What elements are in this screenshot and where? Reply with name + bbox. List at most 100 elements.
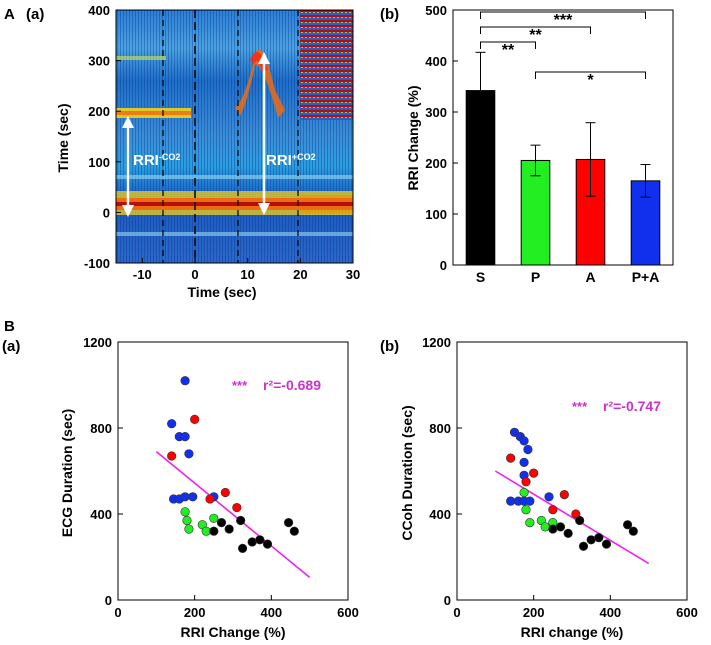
scatter-a-point-A: [205, 494, 215, 504]
scatter-a-xlabel: RRI Change (%): [181, 624, 286, 640]
scatter-b-point-PplusA: [519, 457, 529, 468]
bar-axes: S P A P+A 0 100 200 300 400 500: [425, 3, 674, 285]
scatter-b-point-S: [586, 535, 596, 545]
scatter-a-point-S: [289, 526, 299, 536]
heatmap-ytick-label: -100: [84, 256, 110, 271]
scatter-a-xtick-label: 200: [184, 605, 206, 620]
bar-category-label: P+A: [632, 269, 660, 285]
scatter-b-xtick-label: 600: [676, 605, 698, 620]
bar-category-label: S: [476, 269, 485, 285]
scatter-chart-b: 0 200 400 600 0 400 800 1200 *** r²=-0.747 RRI …: [399, 335, 698, 640]
scatter-b-fit: [494, 470, 650, 565]
scatter-a-point-P: [209, 513, 219, 523]
scatter-a-points: [167, 376, 299, 554]
scatter-b-point-S: [548, 524, 558, 534]
scatter-b-point-PplusA: [519, 436, 529, 446]
significance-bracket: [480, 11, 646, 19]
heatmap-xtick-label: 10: [240, 267, 254, 282]
scatter-a-point-S: [216, 517, 227, 528]
scatter-b-ytick-label: 800: [429, 421, 451, 436]
bar-ytick-label: 400: [425, 54, 447, 69]
scatter-b-point-S: [563, 528, 573, 538]
scatter-a-point-PplusA: [180, 376, 190, 386]
significance-label: ***: [554, 12, 573, 29]
scatter-b-point-P: [525, 517, 535, 528]
heatmap-ytick-label: 400: [88, 3, 110, 18]
scatter-b-xtick-label: 200: [523, 605, 545, 620]
scatter-a-axes-frame: [117, 341, 349, 601]
heatmap-xtick-label: -10: [133, 267, 152, 282]
panel-label-b-top: (b): [380, 6, 399, 23]
scatter-a-axes: 0 200 400 600 0 400 800 1200: [83, 335, 359, 620]
scatter-b-xlabel: RRI change (%): [521, 624, 624, 640]
scatter-a-fit-line: [155, 451, 311, 579]
scatter-b-point-S: [594, 533, 604, 543]
scatter-b-point-S: [555, 522, 566, 532]
scatter-a-point-PplusA: [180, 492, 190, 502]
annotation-rri-plus: RRI+CO2: [266, 152, 316, 169]
bar-ylabel: RRI Change (%): [405, 86, 421, 191]
scatter-a-xtick-label: 0: [114, 605, 121, 620]
scatter-a-point-PplusA: [180, 432, 190, 442]
bar-category-label: A: [585, 269, 595, 285]
bar-ytick-label: 300: [425, 105, 447, 120]
scatter-b-ytick-label: 0: [444, 593, 451, 608]
scatter-b-ytick-label: 1200: [422, 335, 451, 350]
scatter-a-ytick-label: 1200: [83, 335, 112, 350]
scatter-b-fit-line: [494, 470, 650, 565]
scatter-a-fit: [155, 451, 311, 579]
scatter-a-point-S: [224, 524, 234, 534]
scatter-b-point-A: [559, 490, 569, 500]
scatter-a-point-S: [247, 537, 257, 547]
arrow-rri-minus-co2: [122, 116, 134, 217]
heatmap-ylabel: Time (sec): [55, 104, 71, 173]
significance-label: **: [502, 42, 515, 59]
annotation-rri-minus: RRI-CO2: [133, 152, 180, 169]
heatmap-xtick-label: 0: [191, 267, 198, 282]
scatter-b-points: [506, 427, 638, 551]
scatter-a-point-PplusA: [184, 449, 194, 459]
scatter-a-point-A: [167, 451, 177, 461]
scatter-a-ytick-label: 0: [105, 593, 112, 608]
heatmap-ytick-label: 200: [88, 104, 110, 119]
bar-significance: ********: [480, 11, 646, 89]
heatmap-chart: RRI-CO2 RRI+CO2 -10 0 10 20 30-1000100200300…: [55, 3, 360, 300]
significance-label: **: [529, 27, 542, 44]
heatmap-ytick-label: 0: [103, 205, 110, 220]
scatter-b-point-S: [601, 539, 612, 549]
scatter-a-point-PplusA: [167, 419, 177, 429]
scatter-a-xtick-label: 400: [260, 605, 282, 620]
scatter-chart-a: 0 200 400 600 0 400 800 1200 *** r²=-0.689 RRI …: [59, 335, 359, 640]
scatter-b-point-P: [519, 487, 529, 498]
scatter-a-point-P: [180, 507, 190, 517]
scatter-a-point-S: [255, 535, 265, 545]
scatter-a-stat-sig: ***: [232, 378, 248, 393]
heatmap-ytick-label: 300: [88, 54, 110, 69]
bar-ytick-label: 500: [425, 3, 447, 18]
scatter-a-point-A: [232, 502, 242, 513]
scatter-a-point-A: [190, 414, 200, 425]
scatter-b-xtick-label: 0: [453, 605, 460, 620]
scatter-a-point-S: [283, 517, 294, 528]
scatter-a-point-P: [184, 524, 194, 534]
panel-label-a-top: (a): [26, 6, 44, 23]
arrow-rri-plus-co2: [258, 52, 270, 215]
significance-bracket: [480, 26, 591, 34]
scatter-b-point-PplusA: [525, 496, 535, 506]
scatter-b-point-P: [540, 522, 550, 532]
scatter-b-point-PplusA: [544, 492, 554, 502]
scatter-a-point-P: [201, 526, 211, 536]
scatter-b-point-A: [521, 477, 531, 487]
scatter-b-axes: 0 200 400 600 0 400 800 1200: [422, 335, 698, 620]
scatter-b-stat-sig: ***: [572, 399, 588, 414]
scatter-a-ytick-label: 800: [90, 421, 112, 436]
scatter-b-point-PplusA: [506, 496, 516, 506]
bar-marks: [465, 51, 661, 266]
scatter-b-point-S: [628, 526, 638, 536]
scatter-a-point-S: [237, 543, 248, 554]
bar-axes-frame: [452, 9, 674, 266]
scatter-b-axes-frame: [456, 341, 688, 601]
scatter-a-point-S: [236, 515, 246, 526]
